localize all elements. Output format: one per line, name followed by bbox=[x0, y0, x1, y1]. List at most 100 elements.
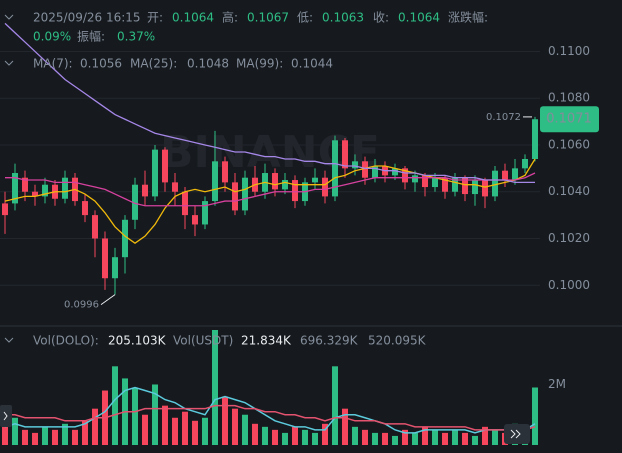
open-label: 开: bbox=[147, 11, 163, 25]
candle-body bbox=[472, 180, 478, 195]
y-tick-label: 0.1060 bbox=[548, 137, 590, 151]
candle-body bbox=[152, 149, 158, 197]
candle-body bbox=[22, 177, 28, 192]
close-value: 0.1064 bbox=[398, 11, 440, 25]
volume-bar bbox=[422, 426, 428, 445]
volume-bar bbox=[22, 429, 28, 445]
change-value: 0.09% bbox=[33, 30, 71, 44]
volume-bar bbox=[202, 417, 208, 445]
low-label: 低: bbox=[297, 11, 313, 25]
y-tick-label: 0.1080 bbox=[548, 91, 590, 105]
volume-bar bbox=[282, 432, 288, 445]
scroll-left-button[interactable] bbox=[0, 405, 12, 427]
candle-body bbox=[392, 168, 398, 176]
volume-bar bbox=[332, 366, 338, 445]
volume-bar bbox=[42, 426, 48, 445]
candle-body bbox=[522, 158, 528, 169]
close-label: 收: bbox=[373, 11, 389, 25]
volume-bar bbox=[252, 423, 258, 445]
open-value: 0.1064 bbox=[172, 11, 214, 25]
volume-ma-line bbox=[5, 404, 536, 431]
volume-bar bbox=[62, 423, 68, 445]
volume-bar bbox=[452, 429, 458, 445]
candle-body bbox=[242, 177, 248, 211]
ma-legend-value: 0.1056 bbox=[80, 57, 122, 71]
candle-body bbox=[282, 180, 288, 190]
vol-ma-value: 520.095K bbox=[368, 334, 427, 348]
amplitude-value: 0.37% bbox=[117, 30, 155, 44]
candle-body bbox=[172, 182, 178, 192]
volume-bar bbox=[472, 435, 478, 445]
collapse-icon[interactable] bbox=[4, 14, 14, 20]
candle-body bbox=[132, 184, 138, 220]
candle-body bbox=[212, 161, 218, 202]
collapse-icon[interactable] bbox=[4, 337, 14, 343]
candle-body bbox=[222, 161, 228, 183]
ma-line bbox=[5, 172, 536, 207]
double-arrow-icon bbox=[510, 429, 521, 439]
candle-body bbox=[372, 166, 378, 178]
candle-body bbox=[232, 182, 238, 211]
volume-bar bbox=[532, 387, 538, 445]
volume-bar bbox=[342, 408, 348, 445]
candle-body bbox=[12, 173, 18, 204]
y-tick-label: 0.1100 bbox=[548, 44, 590, 58]
plot: 0.1072 0.0996 bbox=[2, 22, 538, 445]
candle-body bbox=[412, 175, 418, 183]
ma-legend-value: 0.1048 bbox=[187, 57, 229, 71]
volume-bar bbox=[382, 432, 388, 445]
candle-body bbox=[202, 201, 208, 225]
last-price: 0.1071 bbox=[546, 112, 592, 127]
arrow-icon bbox=[3, 411, 8, 421]
candle-body bbox=[102, 238, 108, 279]
collapse-icon[interactable] bbox=[4, 60, 14, 66]
candle-body bbox=[142, 184, 148, 197]
candle-body bbox=[362, 161, 368, 178]
volume-bar bbox=[92, 408, 98, 445]
last-price-badge bbox=[540, 106, 599, 133]
high-value: 0.1067 bbox=[247, 11, 289, 25]
candle-body bbox=[342, 140, 348, 169]
volume-bar bbox=[2, 426, 8, 445]
ma-legend-name: MA(99): bbox=[236, 57, 283, 71]
ma-line bbox=[4, 22, 535, 184]
volume-bar bbox=[242, 414, 248, 445]
candle-body bbox=[182, 191, 188, 216]
volume-bar bbox=[142, 414, 148, 445]
candle-body bbox=[322, 177, 328, 197]
candle-body bbox=[432, 177, 438, 188]
low-marker-line bbox=[100, 294, 116, 306]
volume-bar bbox=[32, 432, 38, 445]
ma-legend-name: MA(25): bbox=[130, 57, 177, 71]
y-tick-label: 0.1040 bbox=[548, 184, 590, 198]
candle-body bbox=[62, 177, 68, 199]
volume-bar bbox=[362, 429, 368, 445]
candle-body bbox=[162, 149, 168, 183]
volume-bar bbox=[72, 429, 78, 445]
volume-bar bbox=[272, 429, 278, 445]
volume-bar bbox=[372, 432, 378, 445]
candle-body bbox=[502, 170, 508, 181]
volume-bar bbox=[352, 426, 358, 445]
scroll-end-button[interactable] bbox=[504, 424, 530, 444]
vol-legend-name: Vol(DOLO): bbox=[33, 334, 99, 348]
y-tick-label: 0.1020 bbox=[548, 231, 590, 245]
candle-body bbox=[82, 201, 88, 216]
volume-bar bbox=[482, 426, 488, 445]
volume-bar bbox=[232, 408, 238, 445]
low-marker: 0.0996 bbox=[64, 300, 99, 311]
vol-tick-label: 2M bbox=[548, 377, 566, 391]
volume-bar bbox=[432, 429, 438, 445]
vol-legend-name: Vol(USDT) bbox=[173, 334, 233, 348]
candle-body bbox=[462, 177, 468, 195]
change-label: 涨跌幅: bbox=[448, 10, 488, 25]
volume-bar bbox=[262, 426, 268, 445]
ma-line bbox=[4, 158, 536, 244]
ma-legend-value: 0.1044 bbox=[291, 57, 333, 71]
vol-ma-value: 696.329K bbox=[300, 334, 359, 348]
high-label: 高: bbox=[222, 10, 238, 25]
volume-bar bbox=[492, 429, 498, 445]
candle-body bbox=[532, 119, 538, 159]
